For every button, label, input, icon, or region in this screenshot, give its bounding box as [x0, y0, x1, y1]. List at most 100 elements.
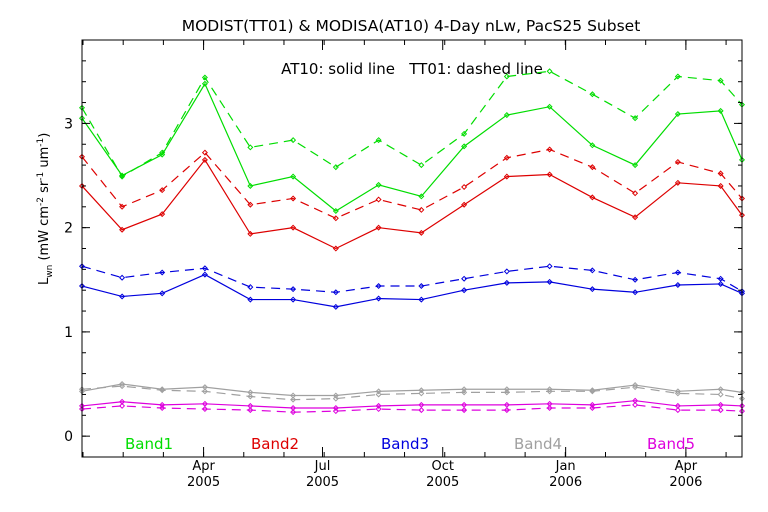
data-point: [375, 224, 382, 231]
y-tick-label: 3: [64, 116, 73, 132]
data-point: [159, 387, 166, 394]
data-point: [717, 275, 724, 282]
x-tick-label-month: Oct: [431, 459, 453, 474]
data-point: [332, 245, 339, 252]
data-point: [632, 401, 639, 408]
data-point: [717, 77, 724, 84]
data-point: [332, 215, 339, 222]
data-point: [332, 392, 339, 399]
data-point: [159, 269, 166, 276]
y-axis-label-unit2: sr: [37, 180, 52, 197]
data-point: [332, 164, 339, 171]
x-tick-label-month: Jan: [555, 459, 576, 474]
data-point: [461, 287, 468, 294]
data-point: [119, 203, 126, 210]
legend-label-band3: Band3: [381, 435, 429, 453]
data-point: [418, 229, 425, 236]
data-point: [632, 115, 639, 122]
data-point: [418, 407, 425, 414]
data-point: [674, 73, 681, 80]
data-point: [247, 296, 254, 303]
data-point: [632, 384, 639, 391]
plot-area: Band1 Band2 Band3 Band4 Band5: [78, 68, 746, 453]
data-point: [159, 211, 166, 218]
data-point: [119, 274, 126, 281]
data-point: [461, 389, 468, 396]
data-point: [461, 407, 468, 414]
data-point: [332, 289, 339, 296]
data-point: [674, 281, 681, 288]
data-point: [674, 407, 681, 414]
x-tick-label-year: 2005: [187, 475, 220, 490]
y-axis-label-exp1: -2: [36, 197, 46, 206]
x-tick-label-year: 2006: [549, 475, 582, 490]
data-point: [674, 390, 681, 397]
data-point: [201, 156, 208, 163]
data-point: [546, 404, 553, 412]
y-axis-label-exp2: -1: [36, 172, 46, 181]
data-point: [674, 269, 681, 276]
series-line-band1-dashed: [81, 70, 743, 178]
legend-label-band4: Band4: [514, 435, 562, 453]
data-point: [418, 283, 425, 290]
y-axis-label-unit3: um: [37, 147, 52, 172]
data-point: [503, 386, 510, 393]
data-point: [418, 193, 425, 200]
data-point: [375, 196, 382, 203]
data-point: [159, 401, 166, 408]
data-point: [332, 207, 339, 214]
data-point: [632, 162, 639, 169]
data-point: [201, 74, 208, 81]
data-point: [503, 73, 510, 80]
data-point: [119, 402, 126, 409]
data-point: [461, 143, 468, 150]
series-line-band2-solid: [81, 158, 743, 250]
data-point: [589, 401, 596, 408]
y-axis-label-symbol: L: [37, 277, 52, 285]
data-point: [589, 194, 596, 201]
data-point: [159, 149, 166, 156]
data-point: [503, 268, 510, 275]
data-point: [119, 173, 126, 180]
data-point: [674, 388, 681, 395]
data-point: [589, 267, 596, 274]
data-point: [247, 144, 254, 151]
data-point: [546, 103, 553, 110]
x-tick-label-year: 2006: [669, 475, 702, 490]
data-point: [717, 107, 724, 114]
data-point: [375, 388, 382, 395]
data-point: [375, 391, 382, 398]
data-point: [290, 137, 297, 144]
data-point: [159, 290, 166, 297]
data-point: [290, 224, 297, 231]
x-tick-label-month: Apr: [192, 459, 215, 474]
data-point: [461, 386, 468, 393]
data-point: [632, 289, 639, 296]
data-point: [503, 112, 510, 119]
data-point: [247, 407, 254, 414]
data-point: [461, 275, 468, 282]
data-point: [290, 195, 297, 202]
data-point: [632, 276, 639, 283]
data-point: [119, 381, 126, 388]
data-point: [159, 187, 166, 194]
data-point: [247, 393, 254, 400]
data-point: [332, 404, 339, 412]
data-point: [375, 295, 382, 302]
data-point: [632, 190, 639, 197]
data-point: [546, 278, 553, 285]
data-point: [418, 206, 425, 213]
data-point: [418, 387, 425, 394]
data-point: [589, 91, 596, 98]
data-point: [247, 182, 254, 189]
data-point: [290, 173, 297, 180]
data-point: [290, 396, 297, 403]
series-line-band3-dashed: [81, 265, 743, 293]
data-point: [589, 142, 596, 149]
data-point: [674, 111, 681, 118]
series-line-band5-dashed: [81, 404, 743, 413]
data-point: [674, 179, 681, 186]
